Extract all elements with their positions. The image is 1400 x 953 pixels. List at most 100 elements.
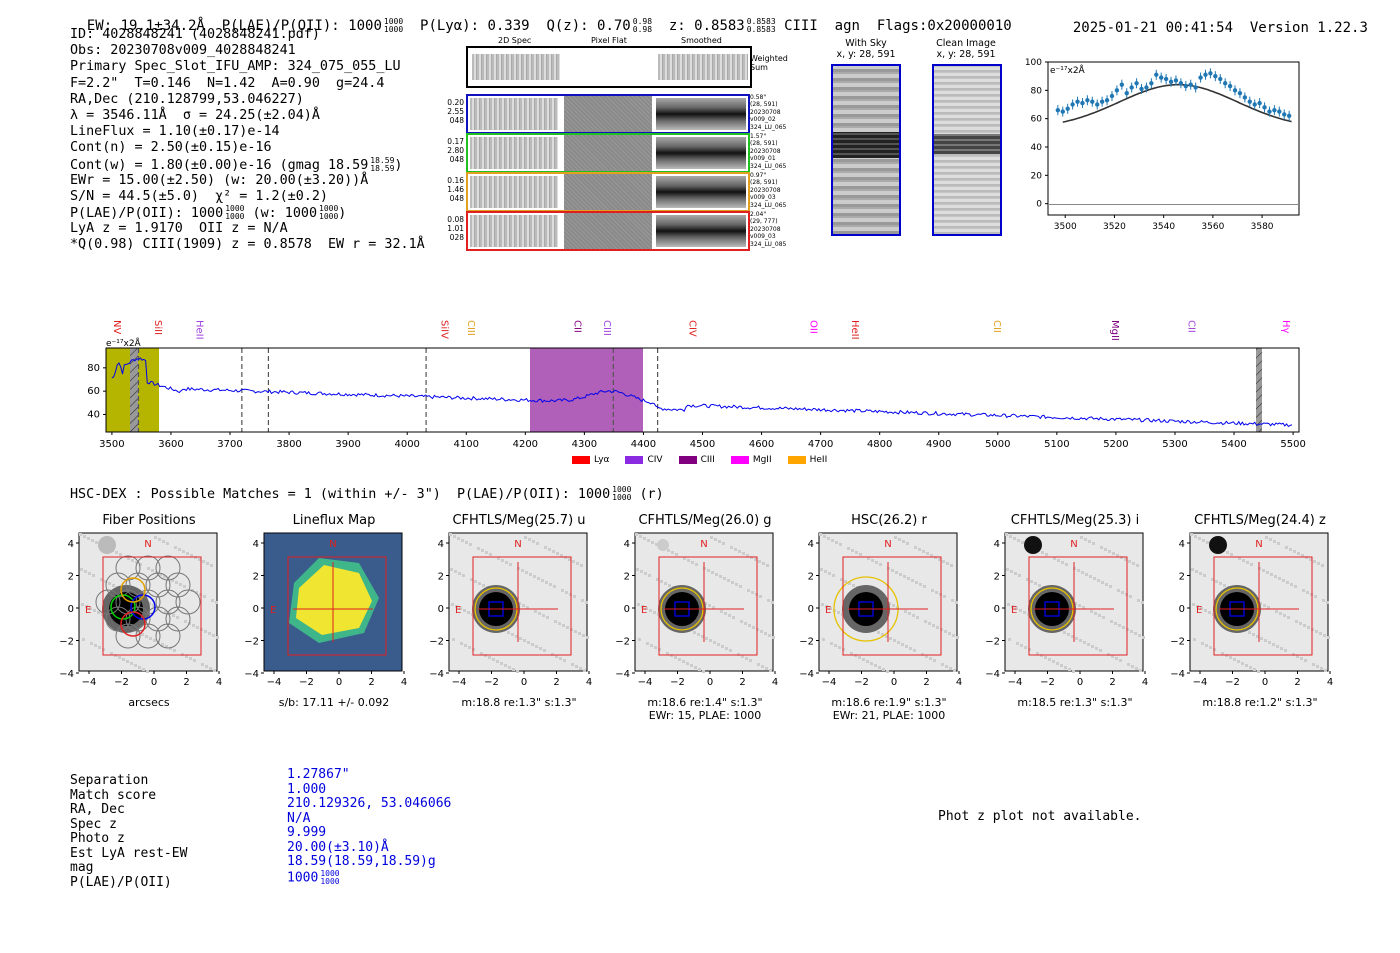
cutout-noise bbox=[830, 642, 833, 645]
fs-line-label: CIII bbox=[601, 320, 612, 336]
cutout-noise bbox=[1249, 666, 1252, 669]
cutout-noise bbox=[952, 634, 955, 637]
cutout-noise bbox=[1301, 554, 1304, 557]
cutout-noise bbox=[151, 569, 154, 572]
fiber-circle bbox=[105, 606, 131, 632]
fs-xtick-label: 5100 bbox=[1044, 439, 1069, 450]
cutout-noise bbox=[560, 554, 563, 557]
fs-line-label: Hγ bbox=[1280, 320, 1291, 334]
cutout-noise bbox=[838, 646, 841, 649]
spec2d-row-info: 20230708 bbox=[750, 147, 781, 155]
spec2d-row-info: 0.58" bbox=[750, 94, 767, 101]
spec2d-row-stat: 0.16 bbox=[447, 176, 464, 185]
cutout-noise bbox=[848, 582, 851, 585]
header-version: Version 1.22.3 bbox=[1249, 20, 1368, 36]
zoom-plot-ylabel: e⁻¹⁷x2Å bbox=[1050, 64, 1086, 76]
cutout-noise bbox=[936, 626, 939, 629]
cutout-noise bbox=[828, 572, 831, 575]
cutout-noise bbox=[189, 657, 192, 660]
cutout-noise bbox=[1323, 634, 1326, 637]
ytick-label: 4 bbox=[68, 539, 74, 550]
cutout-noise bbox=[740, 620, 743, 623]
cutout-noise bbox=[1065, 563, 1068, 566]
xtick-label: −4 bbox=[822, 677, 837, 688]
fs-ytick-label: 60 bbox=[87, 386, 100, 397]
info-sn: S/N = 44.5(±5.0) χ² = 1.2(±0.2) bbox=[70, 188, 328, 204]
match-label: Match score bbox=[70, 787, 157, 803]
cutout-noise bbox=[137, 631, 140, 634]
legend-label: CIV bbox=[647, 455, 663, 465]
reticle-box bbox=[1028, 556, 1128, 656]
cutout-noise bbox=[1091, 645, 1094, 648]
cutout-noise bbox=[1192, 603, 1195, 606]
cutout-noise bbox=[877, 631, 880, 634]
cutout-noise bbox=[524, 536, 527, 539]
clean-image bbox=[932, 64, 1002, 236]
fs-xtick-label: 3800 bbox=[276, 439, 301, 450]
cutout-noise bbox=[1320, 667, 1323, 670]
info-params: F=2.2" T=0.146 N=1.42 A=0.90 g=24.4 bbox=[70, 75, 385, 91]
cutout-noise bbox=[1045, 553, 1048, 556]
cutout-noise bbox=[171, 579, 174, 582]
cutout-caption: m:18.5 re:1.3" s:1.3" bbox=[1000, 696, 1150, 709]
cutout-noise bbox=[131, 559, 134, 562]
cutout-title: CFHTLS/Meg(26.0) g bbox=[638, 513, 772, 528]
xtick-label: 2 bbox=[923, 677, 929, 688]
cutout-noise bbox=[907, 577, 910, 580]
legend-item: HeII bbox=[787, 455, 827, 465]
cutout-noise bbox=[87, 537, 90, 540]
cutout-noise bbox=[81, 603, 84, 606]
cutout-noise bbox=[533, 575, 536, 578]
cutout-noise bbox=[585, 601, 588, 604]
cutout-noise bbox=[881, 633, 884, 636]
east-label: E bbox=[1011, 605, 1017, 616]
cutout-noise bbox=[687, 559, 690, 562]
cutout-noise bbox=[201, 663, 204, 666]
cutout-noise bbox=[198, 558, 201, 561]
cutout-noise bbox=[686, 662, 689, 665]
cutout-noise bbox=[139, 563, 142, 566]
cutout-noise bbox=[1068, 668, 1071, 671]
cutout-noise bbox=[1200, 607, 1203, 610]
cutout-noise bbox=[492, 658, 495, 661]
cutout-noise bbox=[666, 652, 669, 655]
xtick-label: 4 bbox=[586, 677, 592, 688]
fiber-circle bbox=[145, 572, 171, 598]
cutout-noise bbox=[739, 585, 742, 588]
cutout-noise bbox=[537, 577, 540, 580]
cutout-noise bbox=[565, 591, 568, 594]
cutout-noise bbox=[110, 652, 113, 655]
match-value: 1.000 bbox=[287, 782, 451, 798]
cutout-caption-line1: m:18.5 re:1.3" s:1.3" bbox=[1017, 696, 1133, 709]
cutout-noise bbox=[1136, 564, 1139, 567]
info-contn: Cont(n) = 2.50(±0.15)e-16 bbox=[70, 140, 272, 156]
xtick-label: 4 bbox=[956, 677, 962, 688]
cutout-noise bbox=[553, 585, 556, 588]
cutout-noise bbox=[526, 606, 529, 609]
cutout-noise bbox=[516, 670, 519, 673]
north-label: N bbox=[700, 539, 707, 550]
cutout-noise bbox=[1285, 546, 1288, 549]
cutout-noise bbox=[1266, 571, 1269, 574]
header-ew: EW: 19.1±34.2Å bbox=[86, 18, 205, 34]
cutout-noise bbox=[1233, 658, 1236, 661]
spec2d-row-info: 20230708 bbox=[750, 225, 781, 233]
cutout-noise bbox=[837, 611, 840, 614]
cutout-noise bbox=[212, 634, 215, 637]
cutout-title: CFHTLS/Meg(24.4) z bbox=[1194, 513, 1326, 528]
cutout-noise bbox=[1128, 560, 1131, 563]
cutout-noise bbox=[769, 669, 772, 672]
info-lambda: λ = 3546.11Å σ = 24.25(±2.04)Å bbox=[70, 107, 320, 123]
header-z-den: 0.8583 bbox=[746, 25, 776, 34]
cutout-noise bbox=[562, 624, 565, 627]
cutout-noise bbox=[1041, 551, 1044, 554]
spec2d-row-info: (28, 591) bbox=[750, 101, 778, 109]
spec2d-row-left-stats: 0.17 2.80 048 bbox=[446, 137, 464, 164]
info-plae-w: (w: 1000 bbox=[252, 206, 318, 222]
cutout-noise bbox=[1193, 638, 1196, 641]
cutout-noise bbox=[636, 568, 639, 571]
spec2d-row-info: 0.97" bbox=[750, 172, 767, 179]
header-flags: Flags:0x20000010 bbox=[876, 18, 1012, 34]
fs-xtick-label: 4600 bbox=[749, 439, 774, 450]
spec2d-header-2d: 2D Spec bbox=[498, 36, 532, 45]
